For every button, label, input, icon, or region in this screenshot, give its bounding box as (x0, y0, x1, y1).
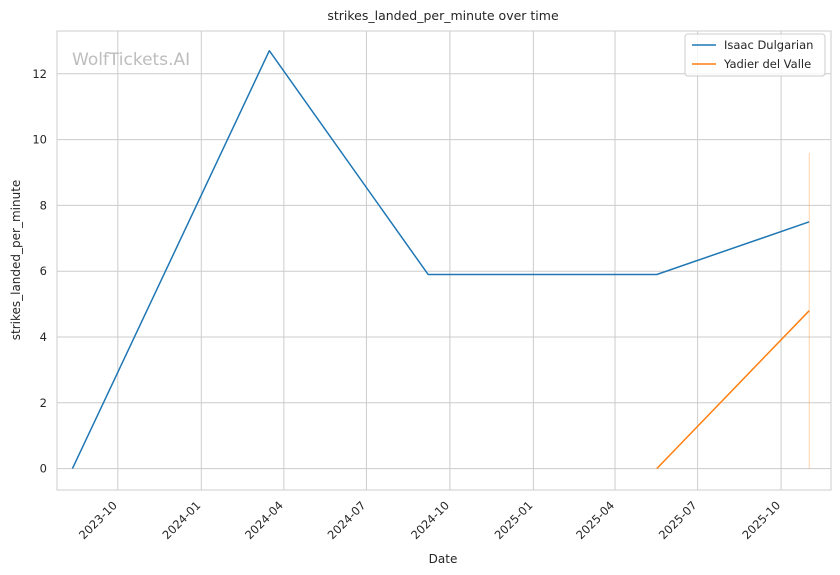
x-tick-label: 2025-01 (492, 498, 536, 542)
grid-lines (57, 31, 831, 490)
x-tick-label: 2023-10 (76, 498, 120, 542)
legend-label-isaac-dulgarian: Isaac Dulgarian (724, 38, 813, 52)
x-tick-label: 2024-07 (325, 498, 369, 542)
watermark: WolfTickets.AI (72, 50, 190, 70)
tick-labels: 0 2 4 6 8 10 12 2023-10 2024-01 2024-04 2024-07 202… (32, 67, 783, 542)
y-tick-label: 6 (40, 264, 47, 278)
y-tick-label: 4 (40, 330, 47, 344)
x-tick-label: 2024-04 (242, 498, 286, 542)
series-lines (71, 49, 810, 470)
x-tick-label: 2025-04 (573, 498, 617, 542)
legend: Isaac Dulgarian Yadier del Valle (684, 33, 826, 77)
x-tick-label: 2024-01 (160, 498, 204, 542)
x-tick-label: 2025-07 (656, 498, 700, 542)
legend-label-yadier-del-valle: Yadier del Valle (723, 57, 811, 71)
y-tick-label: 8 (40, 198, 47, 212)
y-tick-label: 2 (40, 396, 47, 410)
series-line-isaac-dulgarian (71, 49, 810, 469)
x-axis-title: Date (429, 552, 458, 566)
plot-frame (56, 30, 832, 491)
x-tick-label: 2025-10 (739, 498, 783, 542)
y-tick-label: 12 (32, 67, 47, 81)
chart-title: strikes_landed_per_minute over time (327, 8, 559, 23)
legend-box (684, 33, 826, 77)
series-line-yadier-del-valle (656, 310, 810, 470)
y-tick-label: 10 (32, 133, 47, 147)
y-tick-label: 0 (40, 462, 47, 476)
y-axis-title: strikes_landed_per_minute (9, 180, 23, 341)
x-tick-label: 2024-10 (408, 498, 452, 542)
